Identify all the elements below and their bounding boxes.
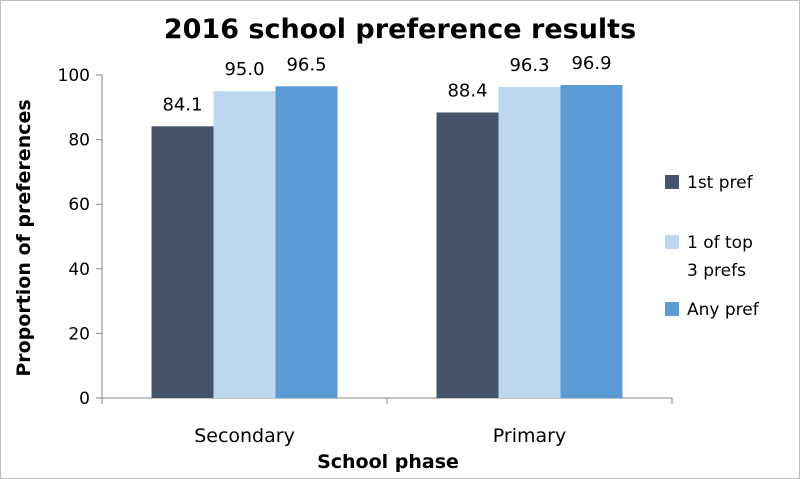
bar	[275, 86, 338, 399]
legend-label: 3 prefs	[687, 261, 746, 281]
legend-swatch	[665, 302, 679, 316]
y-tick-label: 60	[68, 195, 90, 215]
legend-label: Any pref	[687, 300, 760, 320]
y-axis-title: Proportion of preferences	[13, 99, 35, 376]
data-label: 96.3	[509, 55, 549, 76]
y-tick-label: 0	[79, 389, 90, 409]
chart-title: 2016 school preference results	[164, 14, 636, 45]
data-label: 95.0	[224, 59, 264, 80]
bar	[560, 85, 623, 398]
bar	[213, 91, 276, 399]
data-label: 96.5	[286, 54, 326, 75]
bar	[498, 86, 561, 399]
x-axis-title: School phase	[317, 451, 459, 473]
legend-swatch	[665, 235, 679, 249]
y-tick-label: 40	[68, 260, 90, 280]
x-category-label: Secondary	[194, 425, 295, 447]
legend: 1st pref 1 of top 3 prefs Any pref	[665, 173, 760, 320]
y-tick-label: 100	[58, 66, 90, 86]
y-tick-label: 20	[68, 324, 90, 344]
legend-label: 1st pref	[687, 173, 754, 193]
legend-label: 1 of top	[687, 233, 753, 253]
legend-swatch	[665, 175, 679, 189]
data-label: 96.9	[571, 53, 611, 74]
plot-area: 0 20 40 60 80 100 84.1 95.0 96.5 Secondary 88.4 96.…	[58, 53, 673, 447]
data-label: 84.1	[162, 94, 202, 115]
data-label: 88.4	[447, 80, 487, 101]
x-category-label: Primary	[493, 425, 566, 447]
bar	[436, 112, 499, 398]
y-tick-label: 80	[68, 131, 90, 151]
bar	[151, 126, 214, 399]
